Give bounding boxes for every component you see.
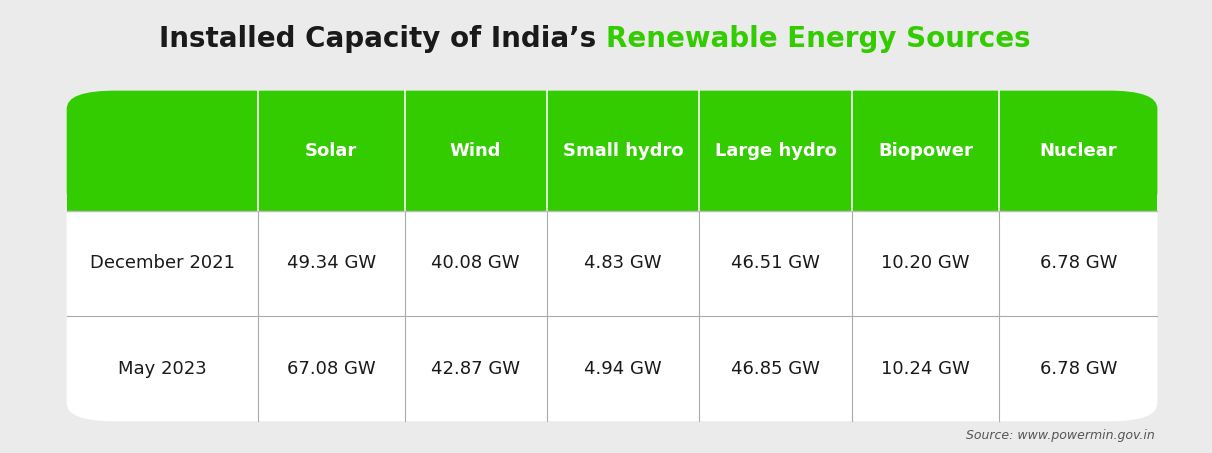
Text: 46.85 GW: 46.85 GW <box>731 360 821 378</box>
Text: 6.78 GW: 6.78 GW <box>1040 254 1117 272</box>
Text: Nuclear: Nuclear <box>1040 142 1117 159</box>
Text: 6.78 GW: 6.78 GW <box>1040 360 1117 378</box>
Text: 4.83 GW: 4.83 GW <box>584 254 662 272</box>
FancyBboxPatch shape <box>67 91 1157 421</box>
Text: 49.34 GW: 49.34 GW <box>286 254 376 272</box>
Text: Renewable Energy Sources: Renewable Energy Sources <box>606 24 1030 53</box>
Text: December 2021: December 2021 <box>90 254 235 272</box>
Bar <box>67 160 1157 211</box>
Text: May 2023: May 2023 <box>118 360 206 378</box>
Text: 10.20 GW: 10.20 GW <box>881 254 970 272</box>
Text: 10.24 GW: 10.24 GW <box>881 360 970 378</box>
Text: 4.94 GW: 4.94 GW <box>584 360 662 378</box>
Text: 46.51 GW: 46.51 GW <box>731 254 821 272</box>
Text: Large hydro: Large hydro <box>715 142 836 159</box>
Text: Installed Capacity of India’s: Installed Capacity of India’s <box>159 24 606 53</box>
Text: Wind: Wind <box>450 142 502 159</box>
Text: 42.87 GW: 42.87 GW <box>431 360 520 378</box>
Text: Biopower: Biopower <box>879 142 973 159</box>
Text: 40.08 GW: 40.08 GW <box>431 254 520 272</box>
FancyBboxPatch shape <box>67 91 1157 211</box>
Text: Small hydro: Small hydro <box>562 142 684 159</box>
Text: Solar: Solar <box>305 142 358 159</box>
Text: Source: www.powermin.gov.in: Source: www.powermin.gov.in <box>966 429 1155 442</box>
Text: 67.08 GW: 67.08 GW <box>287 360 376 378</box>
